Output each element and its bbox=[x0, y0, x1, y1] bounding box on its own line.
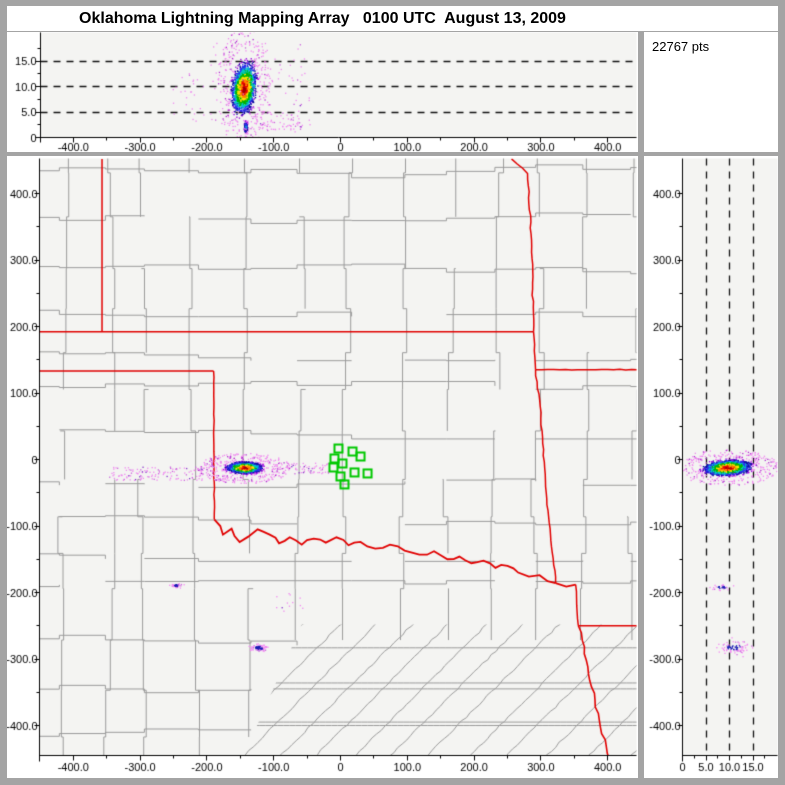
window-title: Oklahoma Lightning Mapping Array 0100 UT… bbox=[79, 10, 566, 27]
title-bar: Oklahoma Lightning Mapping Array 0100 UT… bbox=[7, 6, 778, 31]
points-count-label: 22767 pts bbox=[652, 39, 710, 54]
panel-points-count: 22767 pts bbox=[644, 32, 778, 152]
plan-view-map-plot[interactable] bbox=[7, 156, 638, 778]
ns-altitude-plot[interactable] bbox=[644, 156, 778, 778]
panel-plan-view bbox=[7, 156, 638, 778]
panel-ew-altitude bbox=[7, 32, 638, 152]
panel-ns-altitude bbox=[644, 156, 778, 778]
ew-altitude-plot[interactable] bbox=[7, 32, 638, 152]
